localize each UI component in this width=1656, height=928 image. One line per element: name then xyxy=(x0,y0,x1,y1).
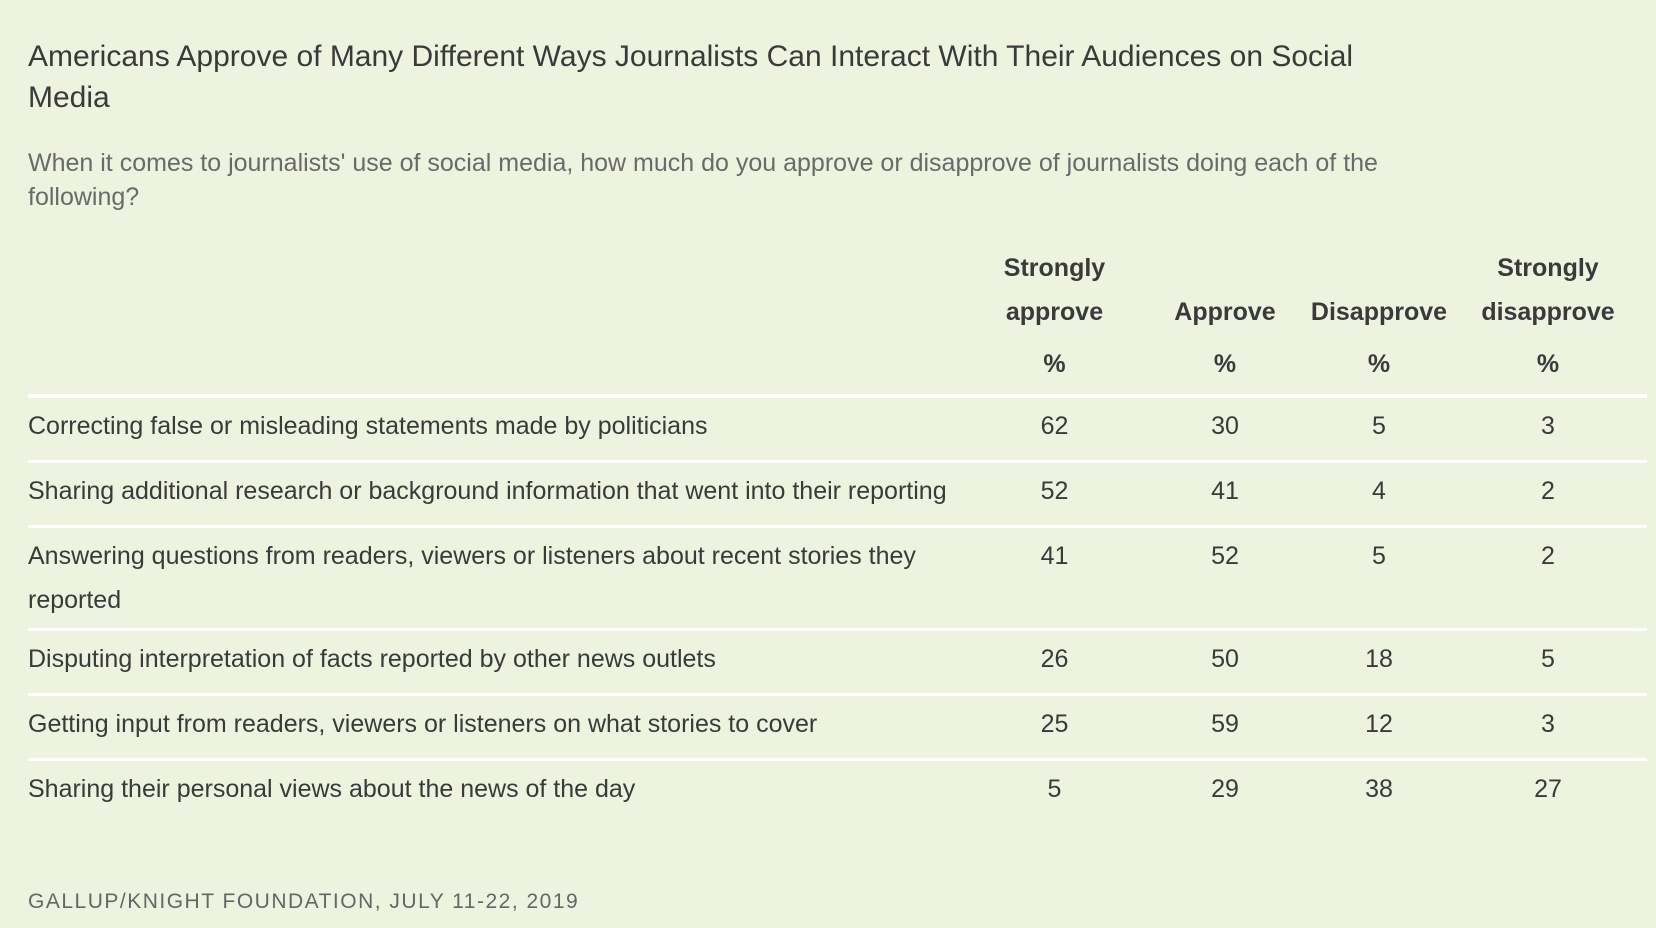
value-strongly-disapprove: 27 xyxy=(1534,775,1562,803)
chart-subtitle: When it comes to journalists' use of soc… xyxy=(28,149,1378,211)
unit-label: % xyxy=(968,334,1141,398)
row-label: Correcting false or misleading statement… xyxy=(28,396,968,463)
column-header-disapprove: Disapprove xyxy=(1310,298,1448,326)
source-footer: GALLUP/KNIGHT FOUNDATION, JULY 11-22, 20… xyxy=(28,890,580,913)
value-disapprove: 4 xyxy=(1309,461,1449,528)
value-disapprove: 18 xyxy=(1309,629,1449,696)
chart-title: Americans Approve of Many Different Ways… xyxy=(28,40,1354,114)
value-strongly-approve: 5 xyxy=(1047,775,1062,803)
unit-label: % xyxy=(1449,334,1647,398)
value-approve: 50 xyxy=(1141,629,1309,696)
column-header-approve: Approve xyxy=(1174,298,1276,326)
row-label: Getting input from readers, viewers or l… xyxy=(28,694,968,761)
row-label: Sharing their personal views about the n… xyxy=(28,775,636,803)
header-blank xyxy=(28,246,968,334)
value-strongly-approve: 25 xyxy=(968,694,1141,761)
unit-blank xyxy=(28,334,968,398)
row-label: Disputing interpretation of facts report… xyxy=(28,629,968,696)
value-strongly-disapprove: 3 xyxy=(1449,694,1647,761)
row-label: Sharing additional research or backgroun… xyxy=(28,461,968,528)
value-strongly-approve: 52 xyxy=(968,461,1141,528)
table-row: Sharing additional research or backgroun… xyxy=(28,461,1647,528)
value-disapprove: 38 xyxy=(1365,775,1393,803)
column-header-strongly-disapprove: Strongly disapprove xyxy=(1481,254,1615,326)
results-table: Strongly approve Approve Disapprove Stron… xyxy=(28,246,1647,823)
value-strongly-approve: 26 xyxy=(968,629,1141,696)
table-row: Sharing their personal views about the n… xyxy=(28,760,1647,824)
value-strongly-disapprove: 5 xyxy=(1449,629,1647,696)
value-approve: 41 xyxy=(1141,461,1309,528)
value-strongly-approve: 41 xyxy=(968,526,1141,631)
value-strongly-disapprove: 2 xyxy=(1449,461,1647,528)
table-row: Correcting false or misleading statement… xyxy=(28,396,1647,463)
table-row: Answering questions from readers, viewer… xyxy=(28,526,1647,631)
column-header-strongly-approve: Strongly approve xyxy=(1003,254,1106,326)
value-strongly-disapprove: 3 xyxy=(1449,396,1647,463)
value-strongly-approve: 62 xyxy=(968,396,1141,463)
value-approve: 29 xyxy=(1211,775,1239,803)
value-disapprove: 5 xyxy=(1309,526,1449,631)
value-disapprove: 12 xyxy=(1309,694,1449,761)
value-approve: 59 xyxy=(1141,694,1309,761)
value-disapprove: 5 xyxy=(1309,396,1449,463)
value-approve: 52 xyxy=(1141,526,1309,631)
row-label: Answering questions from readers, viewer… xyxy=(28,526,968,631)
table-row: Getting input from readers, viewers or l… xyxy=(28,694,1647,761)
value-strongly-disapprove: 2 xyxy=(1449,526,1647,631)
unit-label: % xyxy=(1309,334,1449,398)
unit-label: % xyxy=(1141,334,1309,398)
table-row: Disputing interpretation of facts report… xyxy=(28,629,1647,696)
value-approve: 30 xyxy=(1141,396,1309,463)
